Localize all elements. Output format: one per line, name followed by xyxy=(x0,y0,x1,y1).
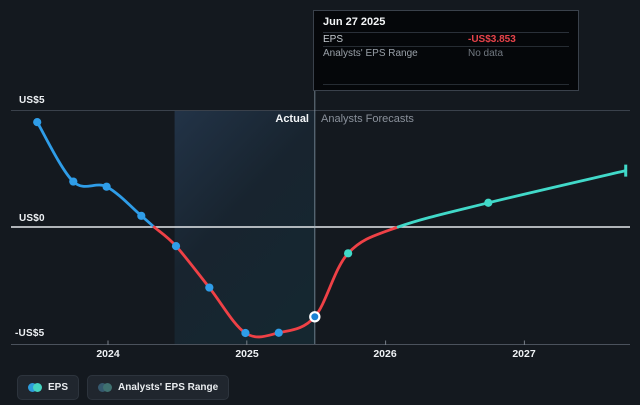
tooltip-date: Jun 27 2025 xyxy=(323,11,569,33)
tooltip-row-eps: EPS -US$3.853 xyxy=(323,33,569,47)
actual-data-point[interactable] xyxy=(171,242,181,251)
tooltip-range-value: No data xyxy=(468,48,504,59)
x-tick-label-2026: 2026 xyxy=(373,348,397,360)
actual-data-point[interactable] xyxy=(137,211,146,220)
actual-data-point[interactable] xyxy=(274,328,283,337)
eps-data-markers xyxy=(33,118,628,338)
forecast-data-point[interactable] xyxy=(344,249,353,258)
tooltip-eps-value: -US$3.853 xyxy=(468,34,516,45)
range-legend-icon xyxy=(98,383,113,392)
actual-data-point[interactable] xyxy=(205,283,214,292)
tooltip-eps-label: EPS xyxy=(323,34,344,45)
chart-legend: EPS Analysts' EPS Range xyxy=(17,375,230,400)
legend-eps-label: EPS xyxy=(48,382,69,393)
tooltip-range-label: Analysts' EPS Range xyxy=(323,48,418,59)
eps-actual-dot-icon xyxy=(28,383,37,392)
highlighted-data-point[interactable] xyxy=(309,311,321,323)
range-forecast-dot-icon xyxy=(103,383,113,392)
actual-data-point[interactable] xyxy=(33,118,42,127)
actual-data-point[interactable] xyxy=(241,328,250,338)
forecast-region-label: Analysts Forecasts xyxy=(321,113,414,125)
legend-toggle-eps[interactable]: EPS xyxy=(17,375,80,400)
eps-legend-icon xyxy=(28,383,42,392)
eps-line-series xyxy=(35,120,628,339)
eps-line-forecast-segment xyxy=(396,169,628,229)
y-tick-label-us5: US$5 xyxy=(19,95,45,106)
tooltip-spacer xyxy=(323,60,569,85)
x-tick-label-2025: 2025 xyxy=(235,348,259,360)
y-tick-label-neg-us5: -US$5 xyxy=(15,328,45,339)
eps-line-negative-segment xyxy=(152,225,400,339)
eps-forecast-dot-icon xyxy=(33,383,42,392)
actual-data-point[interactable] xyxy=(69,177,78,186)
y-tick-label-us0: US$0 xyxy=(19,213,45,224)
hover-tooltip: Jun 27 2025 EPS -US$3.853 Analysts' EPS … xyxy=(313,10,579,91)
forecast-data-point[interactable] xyxy=(484,198,493,207)
legend-range-label: Analysts' EPS Range xyxy=(118,382,219,393)
eps-line-actual-segment xyxy=(35,120,156,229)
range-actual-dot-icon xyxy=(98,383,108,392)
tooltip-row-range: Analysts' EPS Range No data xyxy=(323,47,569,60)
actual-region-label: Actual xyxy=(275,113,309,125)
x-tick-label-2024: 2024 xyxy=(96,348,120,360)
x-axis-ticks xyxy=(107,340,525,345)
x-tick-label-2027: 2027 xyxy=(512,348,536,360)
legend-toggle-analysts-eps-range[interactable]: Analysts' EPS Range xyxy=(87,375,230,400)
actual-data-point[interactable] xyxy=(102,182,111,191)
